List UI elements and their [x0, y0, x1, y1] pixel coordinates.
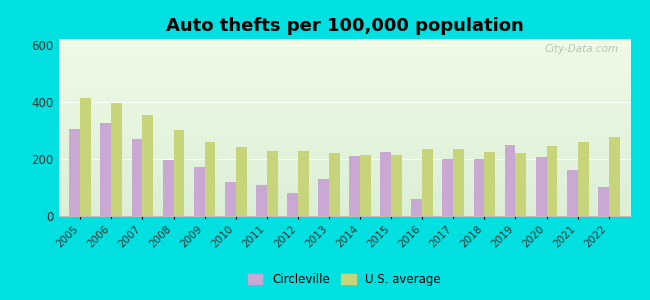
- Bar: [380, 152, 391, 216]
- Bar: [162, 160, 174, 216]
- Text: City-Data.com: City-Data.com: [545, 44, 619, 54]
- Bar: [256, 184, 266, 216]
- Bar: [349, 156, 360, 216]
- Bar: [515, 153, 526, 216]
- Bar: [391, 154, 402, 216]
- Bar: [411, 199, 422, 216]
- Bar: [194, 167, 205, 216]
- Bar: [547, 146, 558, 216]
- Bar: [360, 154, 371, 216]
- Bar: [111, 103, 122, 216]
- Bar: [609, 137, 619, 216]
- Bar: [131, 139, 142, 216]
- Bar: [205, 142, 216, 216]
- Bar: [443, 159, 453, 216]
- Bar: [287, 193, 298, 216]
- Bar: [142, 115, 153, 216]
- Bar: [298, 151, 309, 216]
- Bar: [236, 148, 246, 216]
- Bar: [318, 179, 329, 216]
- Bar: [70, 129, 80, 216]
- Bar: [473, 159, 484, 216]
- Legend: Circleville, U.S. average: Circleville, U.S. average: [244, 269, 445, 291]
- Bar: [101, 123, 111, 216]
- Bar: [422, 149, 433, 216]
- Title: Auto thefts per 100,000 population: Auto thefts per 100,000 population: [166, 17, 523, 35]
- Bar: [484, 152, 495, 216]
- Bar: [453, 149, 464, 216]
- Bar: [598, 188, 609, 216]
- Bar: [225, 182, 236, 216]
- Bar: [80, 98, 91, 216]
- Bar: [174, 130, 185, 216]
- Bar: [504, 145, 515, 216]
- Bar: [567, 170, 578, 216]
- Bar: [536, 158, 547, 216]
- Bar: [578, 142, 588, 216]
- Bar: [266, 151, 278, 216]
- Bar: [329, 153, 340, 216]
